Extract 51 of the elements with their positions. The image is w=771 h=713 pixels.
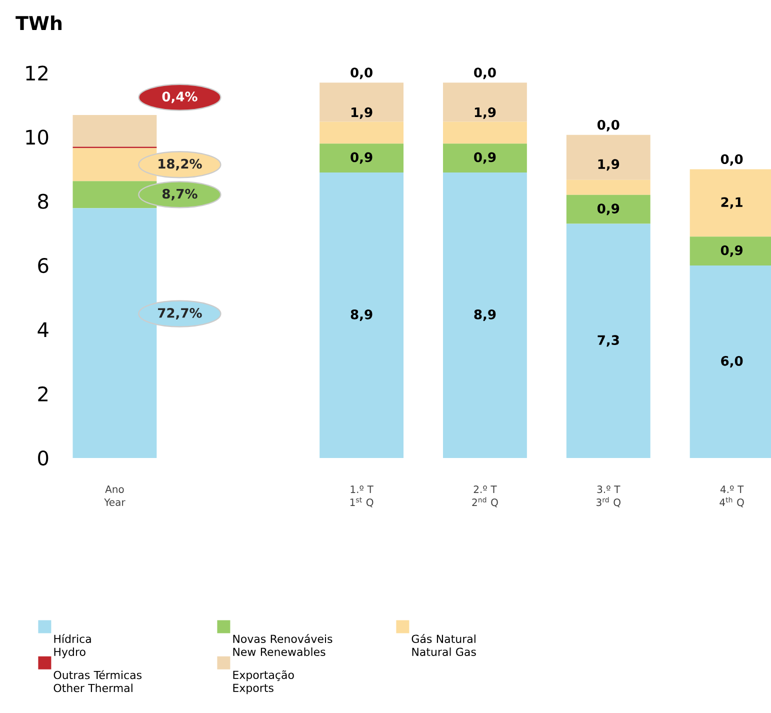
annotation: 1,9	[474, 107, 496, 119]
y-tick-label: 6	[38, 258, 48, 274]
y-tick-label: 10	[26, 130, 48, 145]
annotation: 1,9	[352, 107, 372, 119]
y-tick-label: 12	[26, 66, 48, 80]
bar	[72, 115, 157, 147]
bar	[320, 122, 404, 144]
annotation: 72,7%	[158, 308, 202, 320]
y-tick-label: 0	[38, 450, 48, 466]
legend-label: Outras Térmicas Other Thermal	[54, 670, 142, 692]
y-tick-label: 8	[38, 194, 48, 209]
data-label: 2,1	[721, 197, 742, 209]
data-label: 0,9	[474, 152, 496, 164]
bar	[320, 144, 404, 172]
data-label: 0,0	[350, 68, 372, 80]
x-tick-label: 4.º T 4$^{th}$ Q	[720, 486, 744, 508]
data-label: 7,3	[598, 335, 619, 347]
y-axis-title: TWh	[16, 16, 62, 30]
bar	[443, 122, 527, 144]
annotation: 1,9	[598, 159, 620, 171]
y-tick-label: 2	[38, 386, 48, 402]
data-label: 6,0	[721, 356, 743, 368]
x-tick-label: Ano Year	[104, 486, 126, 506]
bar	[566, 194, 650, 224]
bar	[443, 172, 527, 458]
legend-label: Gás Natural Natural Gas	[412, 634, 476, 656]
bar	[320, 82, 404, 122]
data-label: 8,9	[350, 309, 372, 321]
bar	[443, 82, 527, 122]
bar	[320, 172, 404, 458]
data-label: 0,9	[350, 152, 372, 164]
data-label: 0,9	[598, 204, 620, 216]
bar	[566, 134, 650, 180]
data-label: 0,0	[598, 120, 620, 132]
bar	[443, 144, 527, 172]
annotation: 18,2%	[158, 158, 202, 170]
data-label: 0,0	[474, 68, 496, 80]
x-tick-label: 3.º T 3$^{rd}$ Q	[596, 486, 620, 508]
x-tick-label: 1.º T 1$^{st}$ Q	[350, 486, 374, 508]
data-label: 8,9	[474, 309, 496, 321]
x-tick-label: 2.º T 2$^{nd}$ Q	[472, 486, 498, 508]
data-label: 0,0	[720, 154, 743, 166]
legend-label: Hídrica Hydro	[54, 634, 91, 658]
annotation: 0,4%	[162, 92, 198, 104]
legend-label: Novas Renováveis New Renewables	[233, 634, 332, 656]
bar	[566, 224, 650, 458]
legend-label: Exportação Exports	[233, 670, 294, 694]
data-label: 0,9	[720, 245, 743, 257]
bar	[566, 180, 650, 195]
annotation: 8,7%	[162, 188, 198, 200]
y-tick-label: 4	[38, 322, 48, 337]
